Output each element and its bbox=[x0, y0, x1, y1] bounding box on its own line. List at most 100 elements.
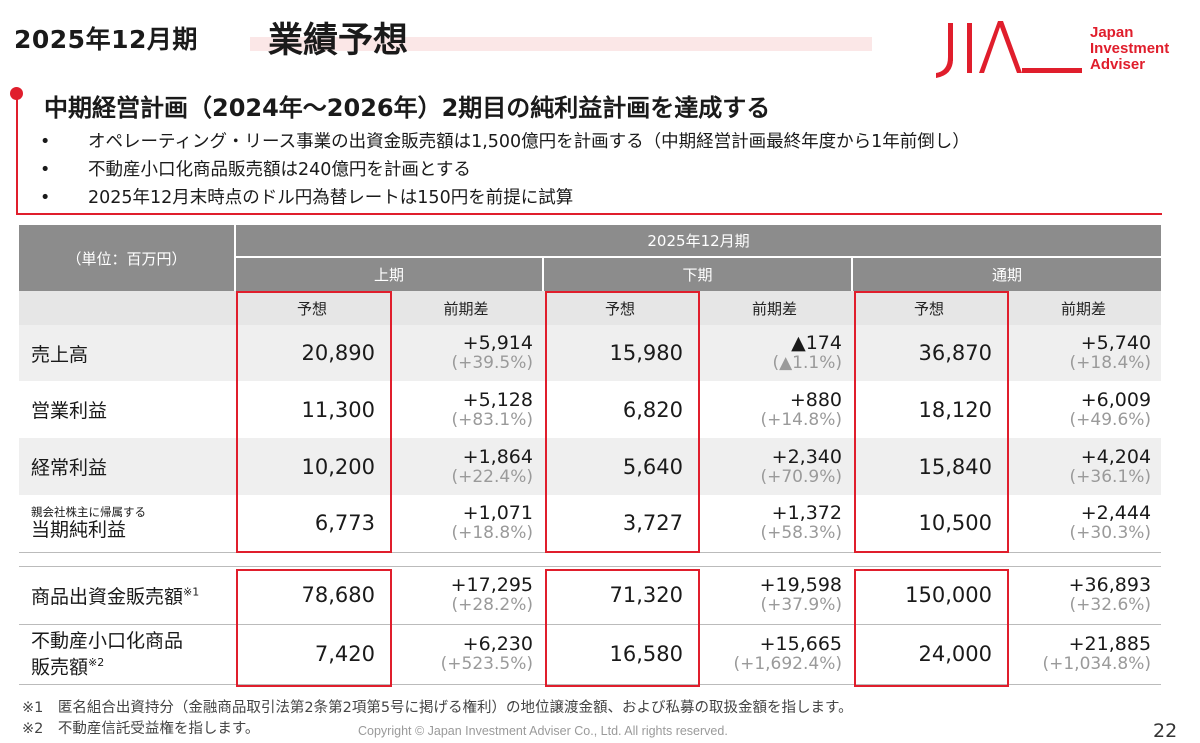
table-row: 親会社株主に帰属する 当期純利益 6,773 +1,071 (+18.8%) 3,7… bbox=[19, 495, 1162, 553]
h1-diff: +1,864 (+22.4%) bbox=[389, 438, 543, 495]
fy-forecast: 18,120 bbox=[852, 381, 1006, 438]
row-label-main: 商品出資金販売額 bbox=[31, 585, 184, 608]
row-label: 不動産小口化商品 販売額※2 bbox=[19, 624, 235, 685]
half-header-h2: 下期 bbox=[543, 257, 853, 291]
unit-label: （単位：百万円） bbox=[19, 225, 236, 291]
table-row: 経常利益 10,200 +1,864 (+22.4%) 5,640 +2,340(… bbox=[19, 438, 1162, 495]
diff-value: +19,598 bbox=[759, 574, 842, 596]
header-row-columns: 予想 前期差 予想 前期差 予想 前期差 bbox=[19, 291, 1162, 325]
h1-forecast: 11,300 bbox=[235, 381, 389, 438]
bullet-text: 不動産小口化商品販売額は240億円を計画とする bbox=[88, 160, 471, 180]
fiscal-year-header: 2025年12月期 bbox=[235, 225, 1162, 258]
h2-diff: +880 (+14.8%) bbox=[697, 381, 852, 438]
h2-forecast: 71,320 bbox=[543, 566, 697, 625]
diff-pct: (+36.1%) bbox=[1069, 466, 1152, 487]
diff-value: +2,444 bbox=[1080, 502, 1152, 525]
bullet-item: • オペレーティング・リース事業の出資金販売額は1,500億円を計画する（中期経営… bbox=[40, 128, 970, 156]
page-number: 22 bbox=[1153, 720, 1178, 742]
diff-pct: (+70.9%) bbox=[760, 466, 842, 487]
h1-forecast: 78,680 bbox=[235, 566, 389, 625]
footnote-1: ※1 匿名組合出資持分（金融商品取引法第2条第2項第5号に掲げる権利）の地位譲渡… bbox=[22, 700, 853, 716]
header-row-halves: 上期 下期 通期 bbox=[19, 257, 1162, 291]
h2-diff: +15,665 (+1,692.4%) bbox=[697, 624, 852, 685]
table-spacer bbox=[19, 552, 1162, 567]
h1-forecast: 6,773 bbox=[235, 495, 389, 553]
copyright-notice: Copyright © Japan Investment Adviser Co.… bbox=[358, 724, 728, 738]
diff-value: +1,864 bbox=[462, 445, 533, 468]
h2-diff: +2,340 (+70.9%) bbox=[697, 438, 852, 495]
section-bracket-vertical bbox=[16, 93, 18, 214]
fy-diff: +21,885 (+1,034.8%) bbox=[1006, 624, 1162, 685]
section-headline: 中期経営計画（2024年～2026年）2期目の純利益計画を達成する bbox=[44, 94, 771, 122]
col-header: 予想 bbox=[543, 291, 697, 325]
diff-pct: (+30.3%) bbox=[1069, 523, 1152, 544]
bullet-item: • 2025年12月末時点のドル円為替レートは150円を前提に試算 bbox=[40, 184, 970, 212]
h2-diff: +19,598 (+37.9%) bbox=[697, 566, 852, 625]
fy-forecast: 150,000 bbox=[852, 566, 1006, 625]
row-label: 経常利益 bbox=[19, 438, 235, 495]
diff-pct: (+1,034.8%) bbox=[1042, 654, 1152, 674]
bullet-mark: • bbox=[40, 188, 51, 208]
page-title: 業績予想 bbox=[268, 21, 409, 61]
col-header: 前期差 bbox=[1006, 291, 1162, 325]
logo-line2: Investment bbox=[1090, 40, 1170, 57]
h2-diff: ▲174 (▲1.1%) bbox=[697, 325, 852, 381]
corner-cell bbox=[19, 291, 235, 325]
h1-diff: +6,230 (+523.5%) bbox=[389, 624, 543, 685]
diff-pct: (▲1.1%) bbox=[772, 353, 842, 373]
header-row-fiscal-year: （単位：百万円） 2025年12月期 bbox=[19, 225, 1162, 291]
bullet-mark: • bbox=[40, 160, 51, 180]
diff-value: +2,340 bbox=[771, 445, 842, 468]
diff-pct: (+1,692.4%) bbox=[733, 654, 842, 674]
fy-diff: +36,893 (+32.6%) bbox=[1006, 566, 1162, 625]
footnote-ref: ※1 bbox=[183, 585, 200, 599]
diff-pct: (+523.5%) bbox=[440, 654, 533, 674]
row-label-line2: 販売額 bbox=[31, 656, 89, 679]
diff-value: +17,295 bbox=[450, 574, 533, 596]
diff-value: +4,204 bbox=[1080, 445, 1152, 468]
diff-value: +6,230 bbox=[462, 633, 533, 655]
diff-pct: (+28.2%) bbox=[451, 595, 533, 615]
summary-bullets: • オペレーティング・リース事業の出資金販売額は1,500億円を計画する（中期経営… bbox=[40, 128, 970, 212]
diff-value: +5,128 bbox=[462, 388, 533, 411]
diff-pct: (+83.1%) bbox=[451, 409, 533, 430]
fy-diff: +4,204 (+36.1%) bbox=[1006, 438, 1162, 495]
footnote-ref: ※2 bbox=[88, 655, 105, 669]
h2-forecast: 5,640 bbox=[543, 438, 697, 495]
row-label: 営業利益 bbox=[19, 381, 235, 438]
diff-value: +15,665 bbox=[759, 633, 842, 655]
diff-pct: (+18.8%) bbox=[451, 523, 533, 544]
jia-logo-icon bbox=[934, 17, 1084, 83]
h2-forecast: 6,820 bbox=[543, 381, 697, 438]
fy-diff: +6,009 (+49.6%) bbox=[1006, 381, 1162, 438]
row-label-prefix: 親会社株主に帰属する bbox=[31, 504, 146, 519]
table-row: 不動産小口化商品 販売額※2 7,420 +6,230 (+523.5%) 16,5… bbox=[19, 624, 1162, 685]
table-row: 営業利益 11,300 +5,128 (+83.1%) 6,820 +880 (+1… bbox=[19, 381, 1162, 438]
section-dot-icon bbox=[10, 87, 23, 100]
h2-forecast: 15,980 bbox=[543, 325, 697, 381]
fy-forecast: 24,000 bbox=[852, 624, 1006, 685]
diff-value: +36,893 bbox=[1068, 574, 1152, 596]
half-header-fy: 通期 bbox=[852, 257, 1162, 291]
col-header: 予想 bbox=[852, 291, 1006, 325]
h1-diff: +5,914 (+39.5%) bbox=[389, 325, 543, 381]
row-label: 親会社株主に帰属する 当期純利益 bbox=[19, 495, 235, 553]
table-row: 商品出資金販売額※1 78,680 +17,295 (+28.2%) 71,320… bbox=[19, 566, 1162, 625]
logo-line3: Adviser bbox=[1090, 56, 1146, 73]
diff-pct: (+22.4%) bbox=[451, 466, 533, 487]
fy-forecast: 10,500 bbox=[852, 495, 1006, 553]
row-label: 売上高 bbox=[19, 325, 235, 381]
diff-value: ▲174 bbox=[791, 332, 842, 354]
diff-value: +880 bbox=[789, 388, 842, 411]
row-label-main: 当期純利益 bbox=[31, 518, 127, 541]
h1-forecast: 7,420 bbox=[235, 624, 389, 685]
section-bracket-horizontal bbox=[16, 213, 1162, 215]
fy-diff: +2,444 (+30.3%) bbox=[1006, 495, 1162, 553]
table-row: 売上高 20,890 +5,914 (+39.5%) 15,980 ▲174 (▲1… bbox=[19, 325, 1162, 381]
bullet-text: 2025年12月末時点のドル円為替レートは150円を前提に試算 bbox=[88, 188, 574, 208]
col-header: 前期差 bbox=[697, 291, 852, 325]
h2-forecast: 16,580 bbox=[543, 624, 697, 685]
diff-value: +1,372 bbox=[771, 502, 842, 525]
footnote-2: ※2 不動産信託受益権を指します。 bbox=[22, 721, 260, 737]
half-header-h1: 上期 bbox=[235, 257, 544, 291]
